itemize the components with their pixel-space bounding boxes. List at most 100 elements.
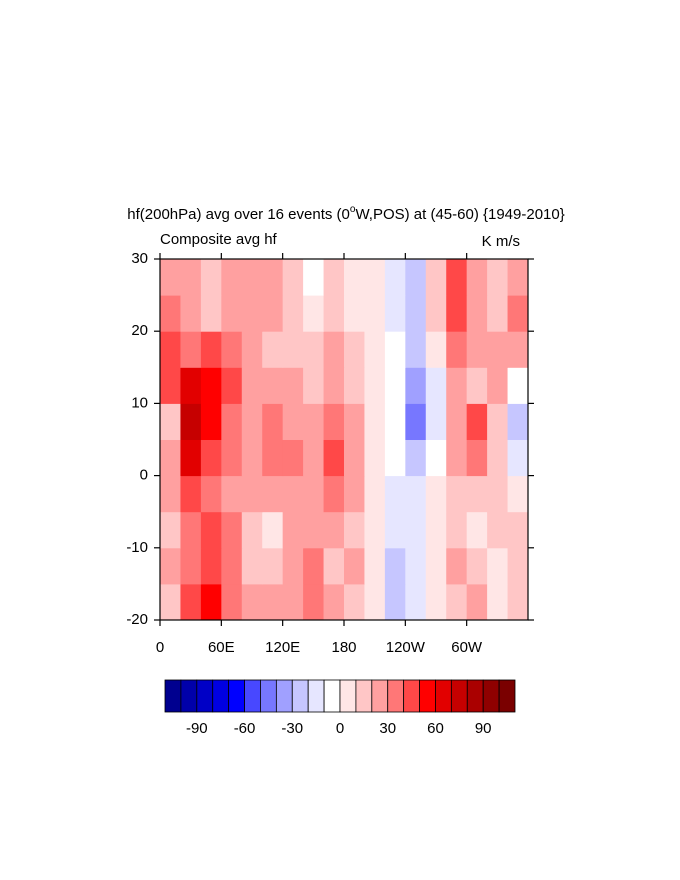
field-cell bbox=[160, 331, 181, 368]
colorbar-box bbox=[419, 679, 436, 713]
field-cell bbox=[262, 511, 284, 549]
colorbar-box bbox=[244, 679, 261, 713]
field-cell bbox=[241, 547, 263, 585]
field-cell bbox=[282, 511, 304, 549]
field-cell bbox=[282, 295, 304, 332]
field-cell bbox=[446, 259, 468, 296]
x-tick-label: 60E bbox=[208, 639, 235, 656]
field-cell bbox=[241, 403, 263, 440]
field-cell bbox=[323, 367, 345, 404]
field-cell bbox=[507, 475, 529, 513]
field-cell bbox=[180, 403, 202, 440]
field-cell bbox=[384, 547, 406, 585]
field-cell bbox=[282, 475, 304, 513]
field-cell bbox=[344, 367, 365, 404]
field-cell bbox=[384, 475, 406, 513]
field-cell bbox=[487, 439, 509, 477]
field-cell bbox=[180, 367, 202, 404]
field-cell bbox=[323, 475, 345, 513]
field-cell bbox=[446, 367, 468, 404]
field-cell bbox=[262, 259, 284, 296]
field-cell bbox=[200, 331, 222, 368]
x-tick-label: 120W bbox=[386, 639, 426, 656]
field-cell bbox=[446, 547, 468, 585]
field-cell bbox=[487, 259, 509, 296]
field-cell bbox=[405, 475, 427, 513]
field-cell bbox=[221, 295, 243, 332]
field-cell bbox=[405, 547, 427, 585]
field-cell bbox=[160, 583, 181, 621]
field-cell bbox=[466, 331, 488, 368]
colorbar-label: -90 bbox=[186, 720, 208, 737]
field-cell bbox=[364, 295, 386, 332]
colorbar-box bbox=[228, 679, 245, 713]
field-cell bbox=[241, 583, 263, 621]
field-cell bbox=[384, 259, 406, 296]
x-tick-label: 120E bbox=[265, 639, 300, 656]
field-cell bbox=[303, 331, 325, 368]
subtitle: Composite avg hf bbox=[160, 231, 278, 248]
field-cell bbox=[384, 439, 406, 477]
field-cell bbox=[364, 547, 386, 585]
field-cell bbox=[221, 403, 243, 440]
field-cell bbox=[425, 367, 447, 404]
field-cell bbox=[405, 511, 427, 549]
field-cell bbox=[241, 367, 263, 404]
field-cell bbox=[364, 331, 386, 368]
field-cell bbox=[466, 583, 488, 621]
field-cell bbox=[180, 583, 202, 621]
field-cell bbox=[262, 367, 284, 404]
field-cell bbox=[160, 475, 181, 513]
field-cell bbox=[507, 259, 529, 296]
field-cell bbox=[507, 511, 529, 549]
field-cell bbox=[364, 475, 386, 513]
field-cell bbox=[303, 403, 325, 440]
field-cell bbox=[323, 547, 345, 585]
colorbar-label: 60 bbox=[427, 720, 444, 737]
field-cell bbox=[282, 367, 304, 404]
field-cell bbox=[160, 547, 181, 585]
field-cell bbox=[487, 331, 509, 368]
field-cell bbox=[200, 403, 222, 440]
field-cell bbox=[262, 547, 284, 585]
field-cell bbox=[200, 259, 222, 296]
field-cell bbox=[160, 295, 181, 332]
field-cell bbox=[262, 475, 284, 513]
field-cell bbox=[507, 295, 529, 332]
field-cell bbox=[384, 583, 406, 621]
field-cell bbox=[180, 259, 202, 296]
y-tick-label: 20 bbox=[131, 322, 148, 339]
field-cell bbox=[200, 439, 222, 477]
field-cell bbox=[466, 511, 488, 549]
field-cell bbox=[160, 511, 181, 549]
field-cell bbox=[487, 511, 509, 549]
colorbar-box bbox=[371, 679, 389, 713]
field-cell bbox=[180, 295, 202, 332]
colorbar-box bbox=[387, 679, 405, 713]
field-cell bbox=[344, 331, 365, 368]
field-cell bbox=[323, 331, 345, 368]
field-cell bbox=[180, 331, 202, 368]
field-cell bbox=[364, 367, 386, 404]
colorbar-label: 0 bbox=[336, 720, 344, 737]
field-cell bbox=[262, 439, 284, 477]
field-cell bbox=[466, 439, 488, 477]
field-cell bbox=[200, 511, 222, 549]
field-cell bbox=[282, 439, 304, 477]
field-cell bbox=[241, 259, 263, 296]
field-cell bbox=[160, 367, 181, 404]
field-cell bbox=[507, 547, 529, 585]
field-cell bbox=[364, 403, 386, 440]
field-cell bbox=[425, 475, 447, 513]
field-cell bbox=[282, 403, 304, 440]
field-cell bbox=[323, 295, 345, 332]
field-cell bbox=[180, 475, 202, 513]
field-cell bbox=[160, 439, 181, 477]
field-cell bbox=[221, 367, 243, 404]
field-cell bbox=[425, 295, 447, 332]
y-tick-label: -20 bbox=[126, 611, 148, 628]
field-cell bbox=[405, 403, 427, 440]
field-cell bbox=[200, 295, 222, 332]
colorbar-label: -60 bbox=[234, 720, 256, 737]
field-cell bbox=[507, 583, 529, 621]
